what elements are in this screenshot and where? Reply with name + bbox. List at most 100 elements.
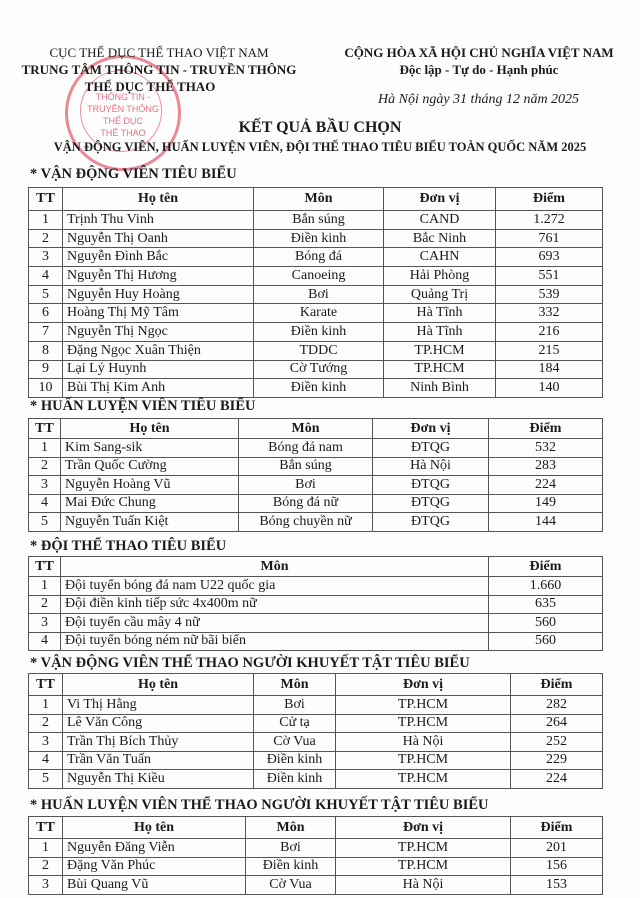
column-header: TT	[28, 556, 61, 577]
table-cell-tt: 2	[28, 228, 63, 249]
table-cell-điểm: 539	[495, 284, 603, 305]
table-cell-họ-tên: Bùi Quang Vũ	[62, 875, 246, 895]
table-cell-môn: Điền kinh	[253, 378, 384, 398]
table-row: 4 Mai Đức Chung Bóng đá nữ ĐTQG 149	[28, 493, 603, 513]
column-header: Đơn vị	[335, 673, 511, 696]
table-cell-môn: Đội tuyển cầu mây 4 nữ	[60, 613, 489, 633]
table-cell-điểm: 560	[488, 613, 603, 633]
table-cell-điểm: 551	[495, 266, 603, 286]
document-title: KẾT QUẢ BẦU CHỌN	[238, 119, 402, 136]
table-cell-họ-tên: Đặng Ngọc Xuân Thiện	[62, 340, 254, 361]
table-row: 4 Đội tuyển bóng ném nữ bãi biển 560	[28, 631, 603, 651]
table-cell-điểm: 761	[495, 228, 603, 249]
table-row: 5 Nguyễn Tuấn Kiệt Bóng chuyền nữ ĐTQG 144	[28, 512, 603, 532]
table-row: 1 Nguyễn Đăng Viễn Bơi TP.HCM 201	[28, 838, 603, 858]
table-row: 10 Bùi Thị Kim Anh Điền kinh Ninh Bình 140	[28, 378, 603, 398]
column-header: Họ tên	[62, 673, 254, 696]
table-row: 2 Nguyễn Thị Oanh Điền kinh Bắc Ninh 761	[28, 228, 603, 249]
table-cell-điểm: 156	[510, 856, 603, 876]
table-cell-điểm: 264	[510, 713, 603, 733]
table-cell-họ-tên: Trần Văn Tuấn	[62, 750, 254, 770]
table-cell-môn: Bắn súng	[238, 456, 373, 476]
results-table: TT Môn Điểm 1 Đội tuyển bóng đá nam U22 quốc…	[28, 556, 603, 651]
table-cell-môn: Đội tuyển bóng ném nữ bãi biển	[60, 631, 489, 651]
table-cell-đơn-vị: Hà Tĩnh	[383, 303, 496, 324]
table-cell-họ-tên: Nguyễn Thị Ngọc	[62, 322, 254, 342]
table-cell-môn: Bơi	[253, 695, 336, 715]
table-cell-họ-tên: Nguyễn Đăng Viễn	[62, 838, 246, 858]
table-cell-đơn-vị: Hà Tĩnh	[383, 322, 496, 342]
table-row: 1 Trịnh Thu Vinh Bắn súng CAND 1.272	[28, 210, 603, 230]
table-cell-họ-tên: Nguyễn Huy Hoàng	[62, 284, 254, 305]
table-cell-điểm: 560	[488, 631, 603, 651]
results-table: TT Họ tên Môn Đơn vị Điểm 1 Nguyễn Đăng Viễn Bơ…	[28, 816, 603, 895]
table-cell-tt: 3	[28, 613, 61, 633]
column-header: Điểm	[488, 418, 603, 439]
table-cell-tt: 3	[28, 732, 63, 752]
official-stamp: THÔNG TIN - TRUYỀN THÔNG THỂ DỤC THỂ THAO	[65, 55, 181, 171]
table-row: 4 Trần Văn Tuấn Điền kinh TP.HCM 229	[28, 750, 603, 770]
table-cell-môn: Bắn súng	[253, 210, 384, 230]
table-row: 1 Đội tuyển bóng đá nam U22 quốc gia 1.660	[28, 576, 603, 596]
table-cell-môn: Canoeing	[253, 266, 384, 286]
document-date: Hà Nội ngày 31 tháng 12 năm 2025	[378, 92, 580, 107]
table-row: 9 Lại Lý Huynh Cờ Tướng TP.HCM 184	[28, 359, 603, 380]
results-table: TT Họ tên Môn Đơn vị Điểm 1 Kim Sang-sik Bóng đ…	[28, 418, 603, 532]
nation-name: CỘNG HÒA XÃ HỘI CHỦ NGHĨA VIỆT NAM	[344, 45, 614, 60]
table-cell-môn: Bóng đá nữ	[238, 493, 373, 513]
table-row: 5 Nguyễn Huy Hoàng Bơi Quảng Trị 539	[28, 284, 603, 305]
table-cell-tt: 5	[28, 284, 63, 305]
column-header: Đơn vị	[335, 816, 511, 839]
table-cell-đơn-vị: Ninh Bình	[383, 378, 496, 398]
section-heading: * HUẤN LUYỆN VIÊN TIÊU BIỂU	[30, 398, 256, 414]
results-table: TT Họ tên Môn Đơn vị Điểm 1 Trịnh Thu Vinh Bắn …	[28, 187, 603, 398]
table-cell-đơn-vị: ĐTQG	[372, 493, 489, 513]
table-cell-tt: 1	[28, 695, 63, 715]
table-cell-điểm: 1.660	[488, 576, 603, 596]
table-cell-điểm: 216	[495, 322, 603, 342]
table-cell-đơn-vị: TP.HCM	[335, 713, 511, 733]
table-cell-đơn-vị: Bắc Ninh	[383, 228, 496, 249]
table-row: 3 Đội tuyển cầu mây 4 nữ 560	[28, 613, 603, 633]
table-cell-môn: Điền kinh	[253, 322, 384, 342]
table-cell-môn: Đội điền kinh tiếp sức 4x400m nữ	[60, 594, 489, 614]
table-cell-tt: 4	[28, 266, 63, 286]
table-cell-họ-tên: Đặng Văn Phúc	[62, 856, 246, 876]
table-cell-môn: Cờ Tướng	[253, 359, 384, 380]
table-cell-tt: 10	[28, 378, 63, 398]
table-cell-họ-tên: Nguyễn Tuấn Kiệt	[60, 512, 239, 532]
table-row: 6 Hoàng Thị Mỹ Tâm Karate Hà Tĩnh 332	[28, 303, 603, 324]
column-header: Họ tên	[60, 418, 239, 439]
column-header: Môn	[245, 816, 336, 839]
table-row: 1 Vi Thị Hằng Bơi TP.HCM 282	[28, 695, 603, 715]
table-cell-điểm: 332	[495, 303, 603, 324]
table-cell-tt: 8	[28, 340, 63, 361]
column-header: Điểm	[510, 816, 603, 839]
table-cell-điểm: 184	[495, 359, 603, 380]
table-cell-tt: 2	[28, 456, 61, 476]
table-cell-họ-tên: Hoàng Thị Mỹ Tâm	[62, 303, 254, 324]
table-cell-môn: Bơi	[245, 838, 336, 858]
table-header-row: TT Họ tên Môn Đơn vị Điểm	[28, 673, 603, 696]
table-cell-điểm: 140	[495, 378, 603, 398]
table-cell-đơn-vị: Hà Nội	[335, 732, 511, 752]
table-cell-tt: 5	[28, 512, 61, 532]
table-cell-họ-tên: Bùi Thị Kim Anh	[62, 378, 254, 398]
national-motto: Độc lập - Tự do - Hạnh phúc	[399, 62, 559, 77]
table-cell-điểm: 252	[510, 732, 603, 752]
table-cell-môn: Bóng đá	[253, 247, 384, 268]
table-cell-điểm: 1.272	[495, 210, 603, 230]
column-header: Môn	[253, 187, 384, 211]
table-cell-môn: Karate	[253, 303, 384, 324]
table-cell-tt: 1	[28, 438, 61, 458]
column-header: Họ tên	[62, 187, 254, 211]
table-cell-tt: 1	[28, 838, 63, 858]
table-row: 3 Nguyễn Đình Bắc Bóng đá CAHN 693	[28, 247, 603, 268]
table-row: 2 Lê Văn Công Cử tạ TP.HCM 264	[28, 713, 603, 733]
table-cell-tt: 2	[28, 594, 61, 614]
table-cell-tt: 1	[28, 576, 61, 596]
table-cell-đơn-vị: Hà Nội	[335, 875, 511, 895]
table-cell-điểm: 144	[488, 512, 603, 532]
table-cell-điểm: 532	[488, 438, 603, 458]
